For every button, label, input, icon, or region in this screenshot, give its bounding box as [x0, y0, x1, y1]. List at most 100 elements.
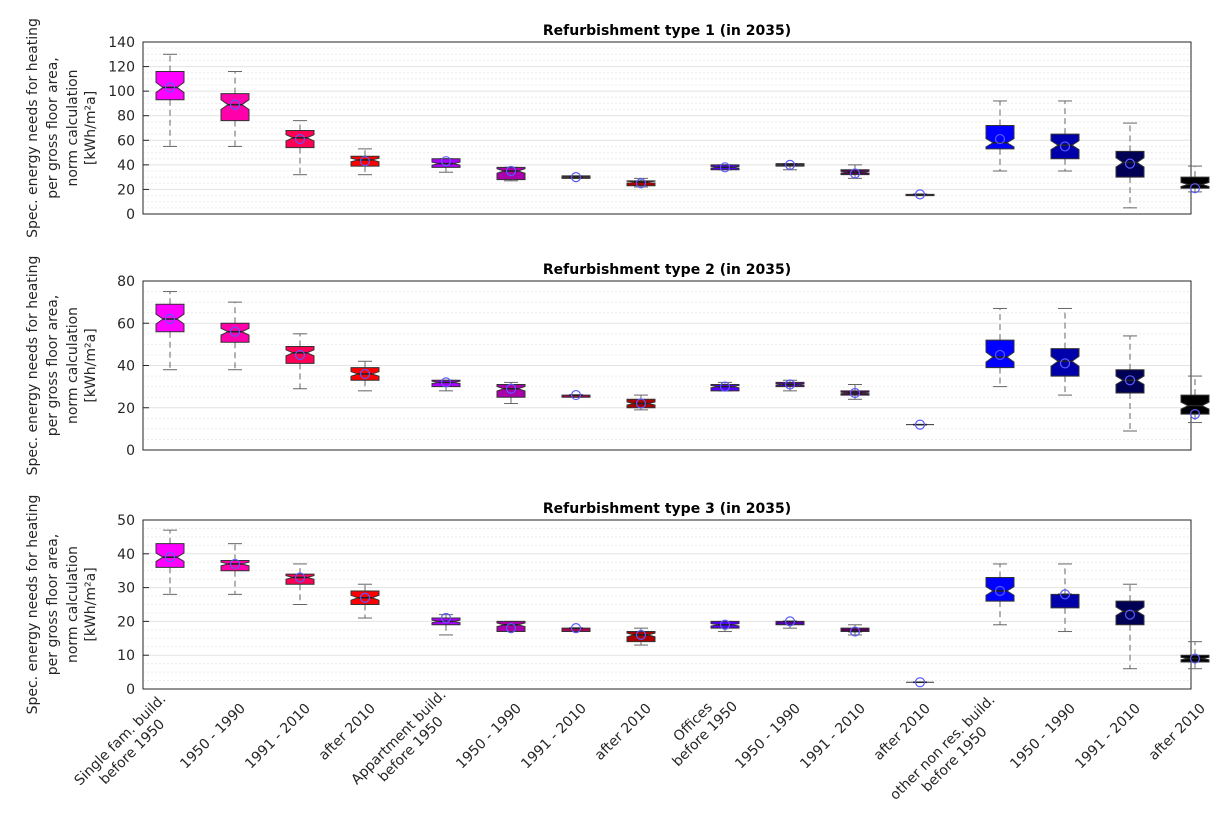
box-2 [220, 301, 250, 371]
box-16 [1180, 165, 1210, 194]
mean-marker [505, 383, 517, 394]
x-tick-label: 1991 - 2010 [797, 701, 869, 773]
box-3 [285, 333, 315, 390]
mean-marker [994, 585, 1006, 597]
panel-title: Refurbishment type 3 (in 2035) [543, 501, 791, 517]
mean-marker [294, 133, 306, 145]
x-tick-label: 1991 - 2010 [1072, 701, 1144, 773]
x-tick-label: after 2010 [316, 701, 379, 764]
box-7 [561, 389, 591, 401]
mean-marker [849, 168, 861, 179]
box-15 [1115, 583, 1145, 670]
box-body [985, 576, 1015, 602]
box-body [1180, 394, 1210, 415]
box-body [220, 322, 250, 343]
mean-marker [570, 623, 582, 634]
box-body [985, 339, 1015, 369]
y-axis-label: Spec. energy needs for heating per gross … [25, 495, 99, 715]
box-15 [1115, 122, 1145, 209]
box-6 [496, 381, 526, 405]
x-tick-label: Officesbefore 1950 [657, 686, 741, 770]
x-tick-label: after 2010 [1146, 701, 1209, 764]
box-13 [985, 563, 1015, 626]
x-tick-label: 1950 - 1990 [177, 701, 249, 773]
box-3 [285, 120, 315, 176]
box-body [350, 155, 380, 167]
x-axis-labels: Single fam. build.before 1950 1950 - 1990… [71, 686, 1209, 815]
box-9 [710, 162, 740, 173]
panel-3: 0 10 20 30 40 50 Refurbishment type 3 (in 2035… [25, 495, 1210, 715]
box-2 [220, 543, 250, 595]
mean-marker [294, 572, 306, 583]
mean-marker [719, 619, 731, 630]
mean-marker [229, 99, 241, 110]
mean-marker [1059, 141, 1071, 152]
x-tick-label: other non res. build.before 1950 [887, 692, 1010, 815]
box-body [496, 166, 526, 181]
x-tick-label: 1950 - 1990 [1007, 701, 1079, 773]
mean-marker [164, 313, 176, 325]
box-14 [1050, 307, 1080, 396]
mean-marker [635, 629, 647, 641]
y-tick-label: 20 [117, 401, 135, 417]
box-4 [350, 583, 380, 619]
y-tick-label: 60 [117, 316, 135, 332]
box-body [985, 125, 1015, 150]
mean-marker [229, 326, 241, 337]
x-tick-label: Single fam. build.before 1950 [71, 691, 181, 801]
mean-marker [229, 558, 241, 570]
box-8 [626, 394, 656, 411]
box-11 [840, 624, 870, 637]
x-tick-label: 1991 - 2010 [242, 701, 314, 773]
mean-marker [294, 349, 306, 361]
y-tick-label: 50 [117, 513, 135, 529]
box-1 [155, 53, 185, 147]
mean-marker [359, 368, 371, 380]
box-body [285, 345, 315, 364]
box-body [431, 379, 461, 388]
box-body [285, 573, 315, 585]
y-axis-label: Spec. energy needs for heating per gross … [25, 18, 99, 238]
mean-marker [994, 133, 1006, 145]
mean-marker [1059, 589, 1071, 600]
box-13 [985, 100, 1015, 172]
mean-marker [719, 162, 731, 173]
box-16 [1180, 375, 1210, 424]
box-body [220, 93, 250, 122]
box-body [626, 631, 656, 643]
box-12 [905, 189, 935, 200]
mean-marker [1124, 609, 1136, 620]
mean-marker [849, 387, 861, 399]
y-tick-label: 30 [117, 581, 135, 597]
mean-marker [440, 612, 452, 624]
mean-marker [635, 178, 647, 189]
box-5 [431, 156, 461, 173]
y-tick-label: 120 [108, 60, 135, 76]
box-15 [1115, 335, 1145, 432]
box-8 [626, 627, 656, 646]
box-5 [431, 612, 461, 636]
mean-marker [719, 381, 731, 392]
box-16 [1180, 641, 1210, 670]
box-13 [985, 307, 1015, 388]
box-8 [626, 177, 656, 189]
box-9 [710, 381, 740, 392]
mean-marker [505, 623, 517, 634]
box-6 [496, 620, 526, 634]
box-body [155, 303, 185, 333]
box-1 [155, 529, 185, 595]
panel-2: 0 20 40 60 80 Refurbishment type 2 (in 2035) S… [25, 256, 1210, 475]
mean-marker [1189, 183, 1201, 194]
box-body [1115, 150, 1145, 178]
box-body [710, 384, 740, 392]
box-10 [775, 379, 805, 392]
y-tick-label: 20 [117, 182, 135, 198]
y-tick-label: 40 [117, 359, 135, 375]
box-5 [431, 377, 461, 392]
x-tick-label: 1991 - 2010 [518, 701, 590, 773]
box-11 [840, 164, 870, 179]
y-tick-label: 0 [126, 443, 135, 459]
box-body [840, 627, 870, 633]
mean-marker [570, 172, 582, 183]
